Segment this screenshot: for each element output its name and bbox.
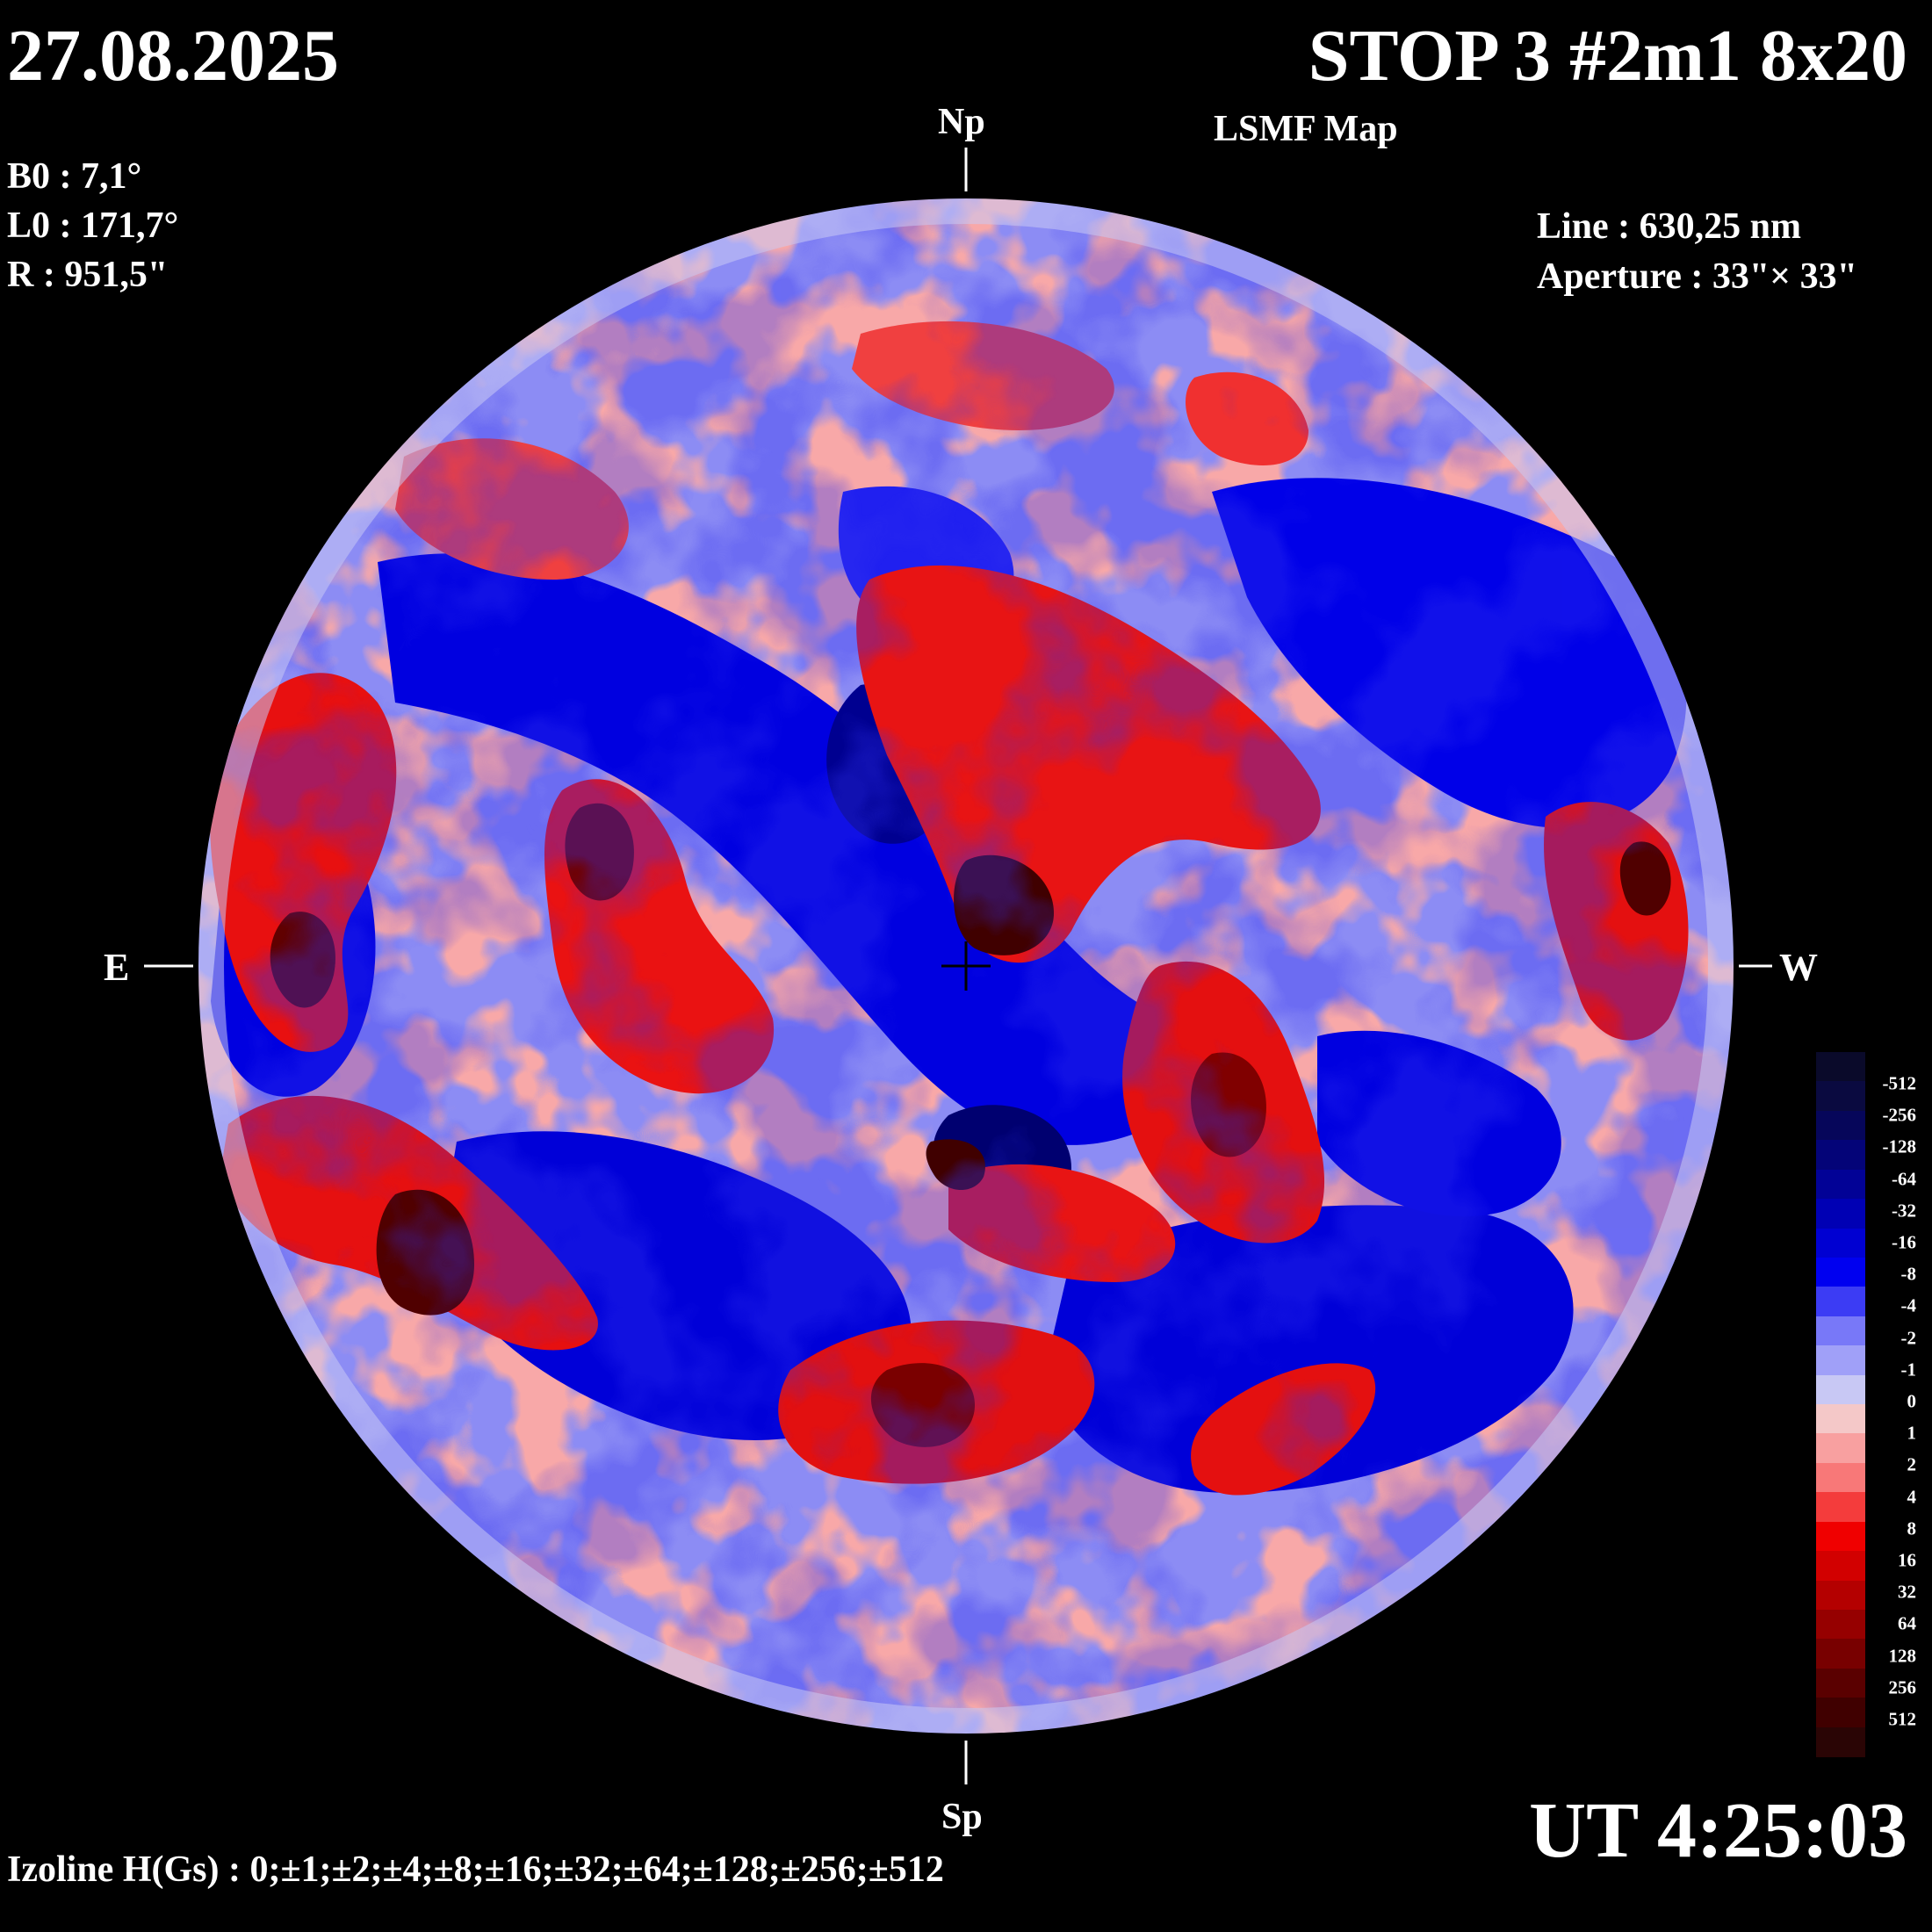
- disk-outline: [197, 197, 1735, 1735]
- colorbar-label: 2: [1907, 1453, 1917, 1475]
- east-label: E: [104, 946, 130, 989]
- colorbar-swatch: [1816, 1287, 1865, 1317]
- colorbar-label: 32: [1898, 1581, 1916, 1603]
- colorbar-label: 512: [1888, 1708, 1917, 1730]
- south-label: Sp: [941, 1797, 983, 1837]
- colorbar-label: -128: [1882, 1135, 1917, 1157]
- colorbar-swatch: [1816, 1228, 1865, 1258]
- colorbar-label: 1: [1907, 1422, 1917, 1444]
- izoline-levels: Izoline H(Gs) : 0;±1;±2;±4;±8;±16;±32;±6…: [7, 1849, 944, 1890]
- param-l0: L0 : 171,7°: [7, 205, 179, 246]
- colorbar-swatch: [1816, 1345, 1865, 1376]
- colorbar-swatch: [1816, 1727, 1865, 1757]
- colorbar-label: 64: [1898, 1612, 1916, 1634]
- colorbar-label: -2: [1900, 1327, 1917, 1349]
- colorbar-swatch: [1816, 1551, 1865, 1582]
- colorbar-swatch: [1816, 1052, 1865, 1083]
- colorbar-label: -512: [1882, 1072, 1917, 1094]
- colorbar-swatch: [1816, 1257, 1865, 1287]
- colorbar-label: -8: [1900, 1263, 1917, 1285]
- map-subtitle: LSMF Map: [1214, 109, 1398, 149]
- colorbar-label: -256: [1882, 1104, 1917, 1126]
- colorbar-label: -4: [1900, 1294, 1917, 1316]
- observation-time: UT 4:25:03: [1529, 1787, 1907, 1874]
- colorbar-swatch: [1816, 1199, 1865, 1229]
- colorbar-swatch: [1816, 1492, 1865, 1523]
- param-aperture: Aperture : 33"× 33": [1537, 256, 1857, 297]
- colorbar-swatch: [1816, 1140, 1865, 1171]
- colorbar-label: -16: [1892, 1231, 1916, 1253]
- colorbar-label: 4: [1907, 1486, 1917, 1508]
- colorbar-swatch: [1816, 1169, 1865, 1200]
- colorbar-swatch: [1816, 1668, 1865, 1698]
- colorbar-label: 256: [1888, 1676, 1917, 1698]
- colorbar-swatch: [1816, 1316, 1865, 1346]
- west-label: W: [1779, 946, 1818, 989]
- colorbar-swatch: [1816, 1609, 1865, 1640]
- north-label: Np: [938, 102, 985, 142]
- colorbar-swatch: [1816, 1081, 1865, 1112]
- observation-date: 27.08.2025: [7, 15, 339, 97]
- map-title: STOP 3 #2m1 8x20: [1308, 15, 1907, 97]
- colorbar-swatch: [1816, 1521, 1865, 1552]
- colorbar-swatch: [1816, 1462, 1865, 1493]
- colorbar-label: -1: [1900, 1359, 1917, 1381]
- colorbar-label: 128: [1888, 1645, 1917, 1667]
- param-radius: R : 951,5": [7, 255, 169, 295]
- colorbar-swatch: [1816, 1698, 1865, 1728]
- limb-ring: [198, 198, 1734, 1734]
- colorbar-swatch: [1816, 1639, 1865, 1669]
- colorbar-swatch: [1816, 1580, 1865, 1611]
- colorbar-labels: -512 -256 -128 -64 -32 -16 -8 -4 -2 -1 0 1 2 4 8 16 32 64…: [1862, 1052, 1917, 1756]
- colorbar-swatch: [1816, 1110, 1865, 1141]
- colorbar-swatch: [1816, 1374, 1865, 1405]
- colorbar-label: 0: [1907, 1390, 1917, 1412]
- colorbar-label: 8: [1907, 1517, 1917, 1539]
- param-b0: B0 : 7,1°: [7, 156, 142, 197]
- colorbar-label: -64: [1892, 1168, 1916, 1190]
- colorbar: [1816, 1052, 1865, 1757]
- param-line: Line : 630,25 nm: [1537, 206, 1802, 247]
- colorbar-label: 16: [1898, 1549, 1916, 1571]
- colorbar-swatch: [1816, 1404, 1865, 1435]
- colorbar-swatch: [1816, 1433, 1865, 1464]
- colorbar-label: -32: [1892, 1200, 1916, 1222]
